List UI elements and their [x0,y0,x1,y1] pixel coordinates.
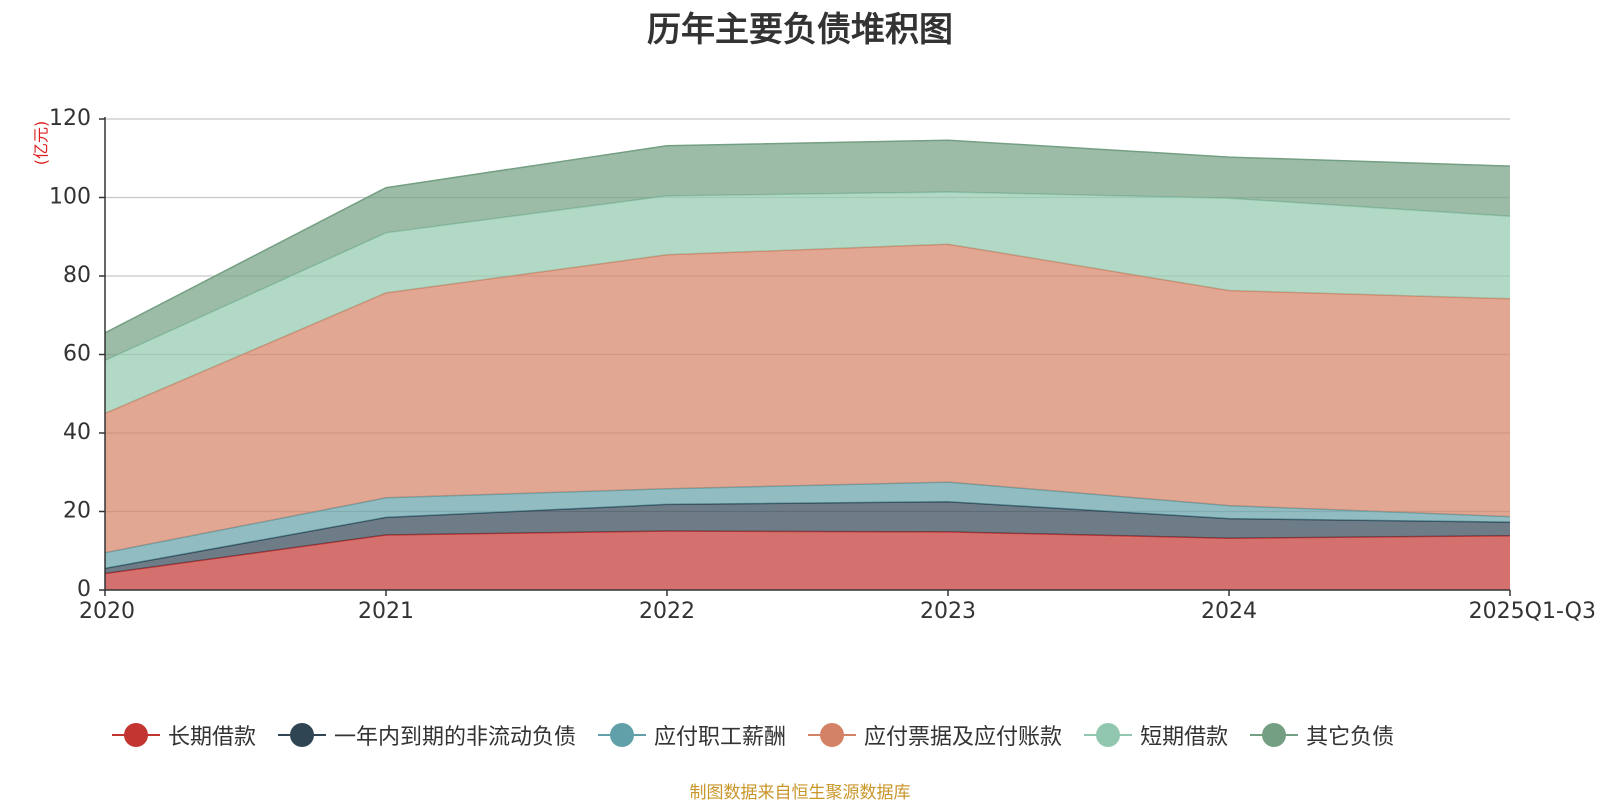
y-tick-label: 60 [63,342,91,367]
legend-label: 应付职工薪酬 [654,725,787,750]
legend-marker-icon [1084,722,1133,748]
legend-label: 一年内到期的非流动负债 [334,725,577,750]
area-series-5[interactable] [105,140,1510,361]
legend-label: 短期借款 [1140,725,1229,750]
axes: 0 20 40 60 80 100 120 2020 2021 2022 2023 2024 2025Q… [49,106,1596,624]
area-series-1[interactable] [105,501,1510,574]
x-tick-label: 2022 [639,599,695,624]
source-note: 制图数据来自恒生聚源数据库 [689,783,911,803]
legend-marker-icon [1250,722,1299,748]
legend-marker-icon [808,722,857,748]
legend-label: 长期借款 [168,725,257,750]
legend-marker-icon [278,722,327,748]
y-tick-label: 120 [49,106,91,131]
chart-title: 历年主要负债堆积图 [647,10,953,50]
area-series-3[interactable] [105,244,1510,553]
legend-item-5[interactable]: 其它负债 [1250,719,1394,751]
legend-item-1[interactable]: 一年内到期的非流动负债 [278,719,576,751]
y-tick-label: 0 [77,577,91,602]
legend-label: 应付票据及应付账款 [864,725,1063,750]
y-tick-label: 100 [49,185,91,210]
x-tick-label: 2025Q1-Q3 [1469,599,1596,624]
area-edge-series-5 [104,139,1511,334]
legend-marker-icon [598,722,647,748]
x-tick-label: 2021 [358,599,414,624]
legend-marker-icon [112,722,160,748]
legend: 长期借款 一年内到期的非流动负债 应付职工薪酬 应付票据及应付账款 短期借款 其它负债 [112,718,1394,752]
x-tick-label: 2023 [920,599,976,624]
area-series-4[interactable] [105,192,1510,414]
area-series-2[interactable] [105,482,1510,569]
legend-item-0[interactable]: 长期借款 [112,719,256,751]
area-series-0[interactable] [105,531,1510,590]
y-axis-unit-label: (亿元) [32,121,51,166]
legend-label: 其它负债 [1306,725,1395,750]
stacked-areas [104,139,1511,590]
legend-item-2[interactable]: 应付职工薪酬 [598,719,786,751]
legend-item-4[interactable]: 短期借款 [1084,719,1228,751]
y-tick-label: 20 [63,499,91,524]
y-tick-label: 40 [63,420,91,445]
x-tick-label: 2024 [1201,599,1257,624]
x-tick-label: 2020 [79,599,135,624]
legend-item-3[interactable]: 应付票据及应付账款 [808,719,1062,751]
y-tick-label: 80 [63,263,91,288]
